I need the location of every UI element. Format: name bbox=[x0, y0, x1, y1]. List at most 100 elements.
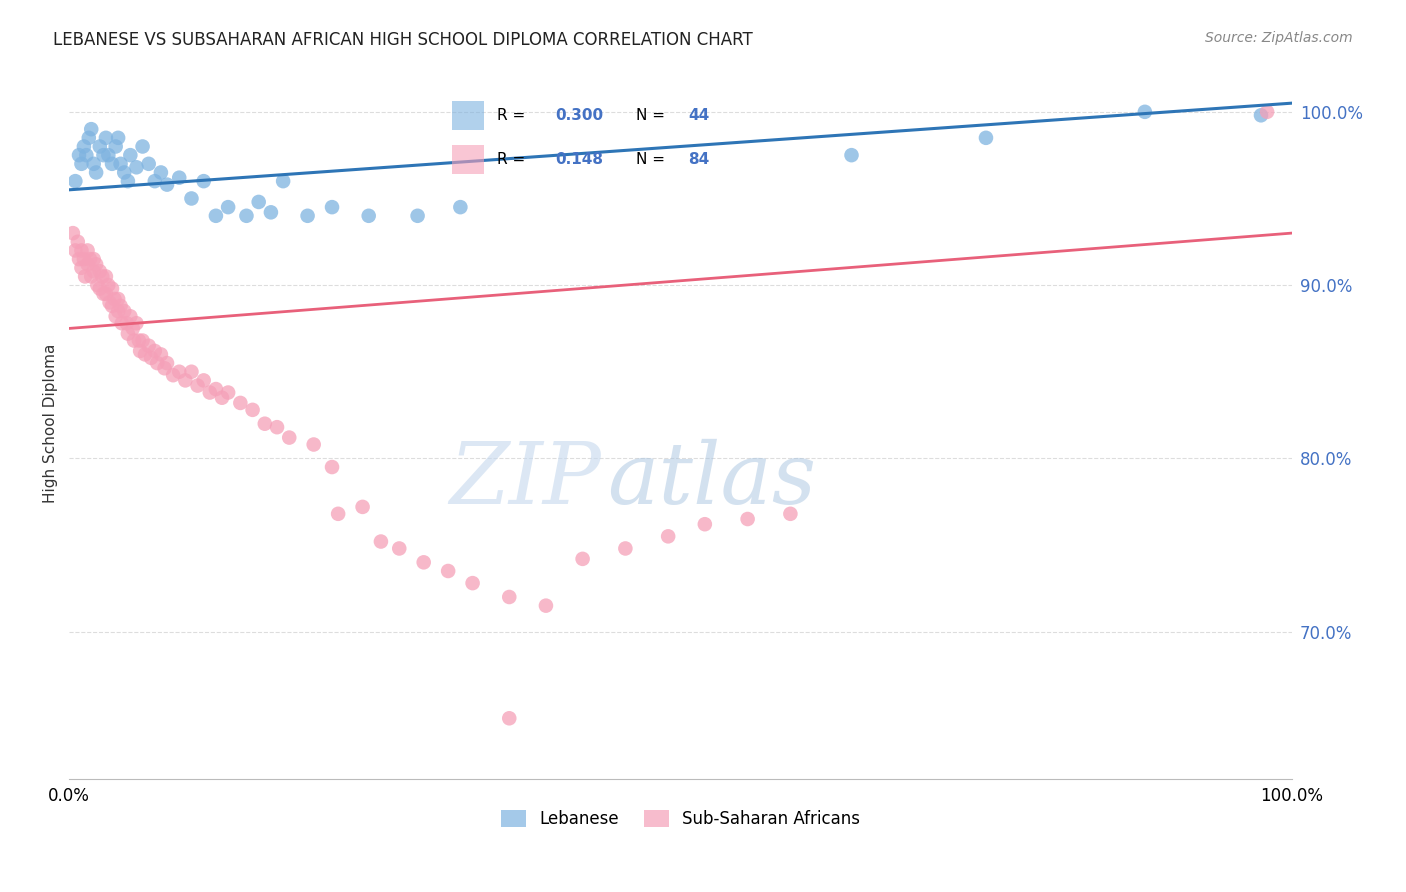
Point bbox=[693, 517, 716, 532]
Point bbox=[120, 148, 142, 162]
Point bbox=[205, 382, 228, 396]
Y-axis label: High School Diploma: High School Diploma bbox=[44, 344, 58, 503]
Point bbox=[174, 373, 197, 387]
Point bbox=[162, 368, 184, 383]
Point bbox=[412, 555, 434, 569]
Point bbox=[352, 500, 374, 514]
Point bbox=[180, 192, 202, 206]
Point bbox=[138, 339, 160, 353]
Point bbox=[84, 257, 107, 271]
Point bbox=[498, 590, 520, 604]
Point bbox=[94, 286, 117, 301]
Text: Source: ZipAtlas.com: Source: ZipAtlas.com bbox=[1205, 31, 1353, 45]
Point bbox=[62, 226, 84, 240]
Point bbox=[103, 292, 125, 306]
Point bbox=[107, 304, 129, 318]
Point bbox=[266, 420, 288, 434]
Point bbox=[217, 200, 239, 214]
Point bbox=[138, 157, 160, 171]
Point bbox=[112, 165, 135, 179]
Point bbox=[101, 282, 124, 296]
Point bbox=[76, 244, 98, 258]
Point bbox=[125, 316, 148, 330]
Point bbox=[101, 299, 124, 313]
Point bbox=[70, 157, 93, 171]
Point bbox=[70, 244, 93, 258]
Point bbox=[65, 174, 87, 188]
Text: ZIP: ZIP bbox=[449, 439, 600, 522]
Point bbox=[534, 599, 557, 613]
Point bbox=[66, 235, 89, 249]
Point bbox=[302, 437, 325, 451]
Point bbox=[115, 316, 138, 330]
Point bbox=[321, 200, 343, 214]
Point bbox=[247, 194, 270, 209]
Text: atlas: atlas bbox=[607, 439, 815, 522]
Point bbox=[974, 131, 997, 145]
Point bbox=[211, 391, 233, 405]
Point bbox=[107, 131, 129, 145]
Point bbox=[153, 361, 176, 376]
Point bbox=[1133, 104, 1156, 119]
Point bbox=[128, 334, 150, 348]
Point bbox=[193, 174, 215, 188]
Legend: Lebanese, Sub-Saharan Africans: Lebanese, Sub-Saharan Africans bbox=[494, 803, 866, 835]
Point bbox=[117, 326, 139, 341]
Point bbox=[156, 356, 179, 370]
Point bbox=[779, 507, 801, 521]
Point bbox=[104, 139, 127, 153]
Point bbox=[121, 321, 143, 335]
Point bbox=[131, 334, 153, 348]
Point bbox=[75, 269, 97, 284]
Point bbox=[571, 552, 593, 566]
Point bbox=[143, 343, 166, 358]
Point bbox=[146, 356, 169, 370]
Point bbox=[65, 244, 87, 258]
Point bbox=[167, 365, 190, 379]
Point bbox=[91, 269, 114, 284]
Point bbox=[217, 385, 239, 400]
Point bbox=[94, 131, 117, 145]
Point bbox=[242, 402, 264, 417]
Point bbox=[156, 178, 179, 192]
Point bbox=[104, 310, 127, 324]
Point bbox=[83, 252, 105, 266]
Point bbox=[93, 148, 115, 162]
Point bbox=[97, 278, 120, 293]
Point bbox=[111, 316, 134, 330]
Point bbox=[1256, 104, 1278, 119]
Point bbox=[260, 205, 283, 219]
Point bbox=[101, 157, 124, 171]
Point bbox=[278, 431, 301, 445]
Point bbox=[370, 534, 392, 549]
Point bbox=[198, 385, 221, 400]
Point bbox=[83, 264, 105, 278]
Point bbox=[149, 165, 172, 179]
Point bbox=[737, 512, 759, 526]
Point bbox=[167, 170, 190, 185]
Point bbox=[129, 343, 152, 358]
Point bbox=[94, 269, 117, 284]
Point bbox=[143, 174, 166, 188]
Point bbox=[107, 292, 129, 306]
Point bbox=[110, 157, 132, 171]
Point bbox=[193, 373, 215, 387]
Point bbox=[498, 711, 520, 725]
Point bbox=[120, 310, 142, 324]
Point bbox=[841, 148, 863, 162]
Point bbox=[406, 209, 429, 223]
Text: LEBANESE VS SUBSAHARAN AFRICAN HIGH SCHOOL DIPLOMA CORRELATION CHART: LEBANESE VS SUBSAHARAN AFRICAN HIGH SCHO… bbox=[53, 31, 754, 49]
Point bbox=[180, 365, 202, 379]
Point bbox=[122, 334, 145, 348]
Point bbox=[97, 148, 120, 162]
Point bbox=[89, 139, 111, 153]
Point bbox=[83, 157, 105, 171]
Point bbox=[437, 564, 460, 578]
Point bbox=[77, 131, 100, 145]
Point bbox=[98, 295, 121, 310]
Point bbox=[229, 396, 252, 410]
Point bbox=[297, 209, 319, 223]
Point bbox=[134, 347, 156, 361]
Point bbox=[80, 269, 103, 284]
Point bbox=[110, 299, 132, 313]
